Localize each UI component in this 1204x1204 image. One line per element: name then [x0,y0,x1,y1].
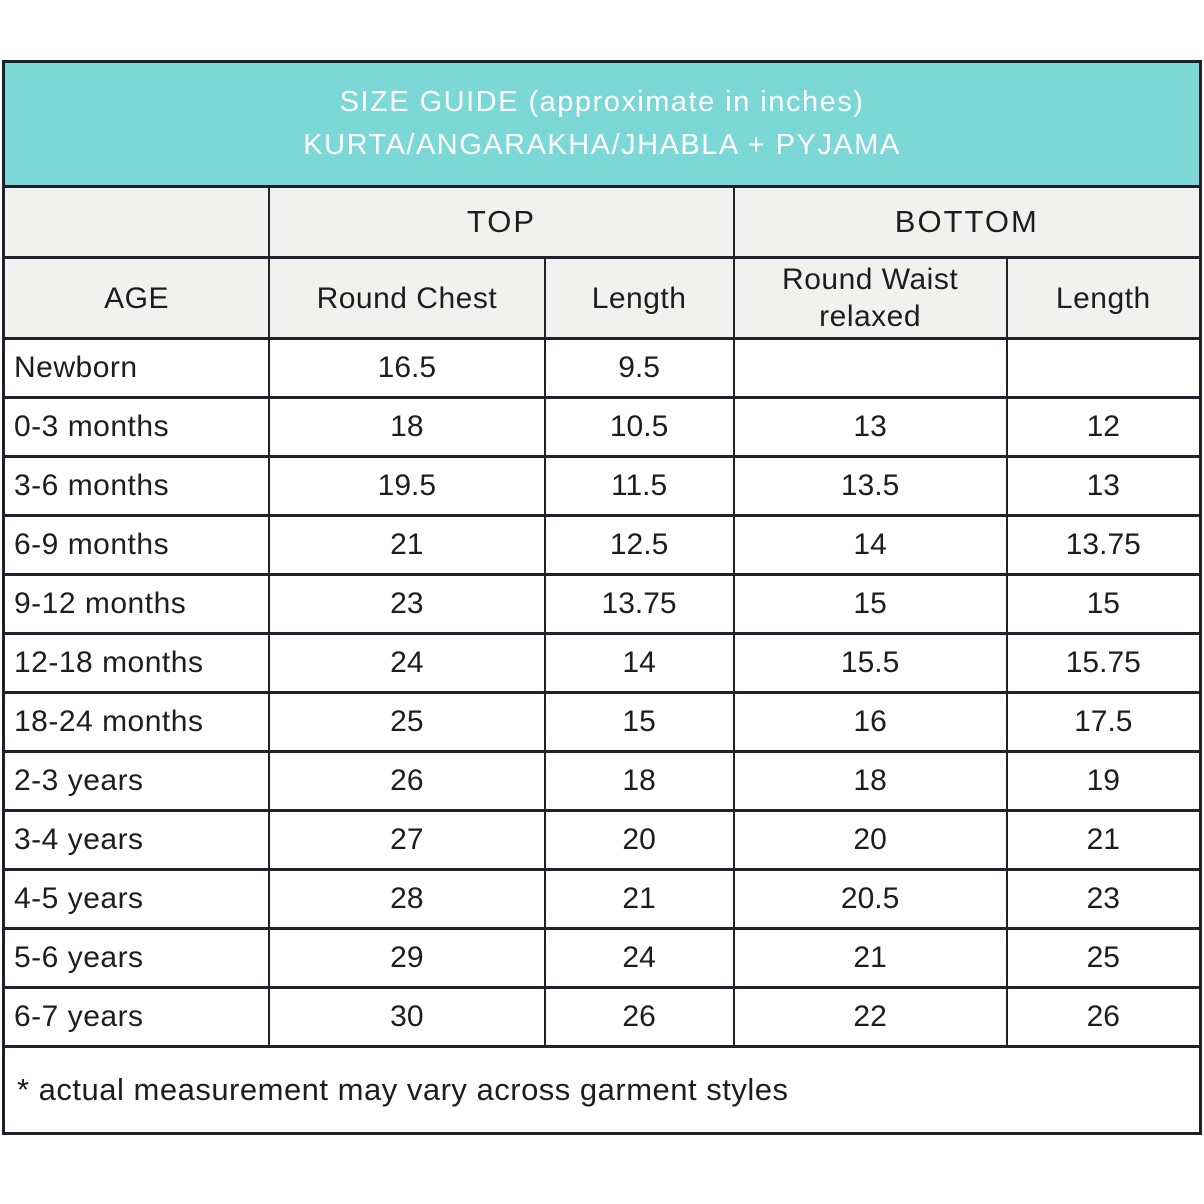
corner-empty-cell [2,185,271,259]
bottom-length-value: 15 [1005,573,1202,635]
table-row: 4-5 years 28 21 20.5 23 [2,868,1202,930]
round-waist-value: 16 [732,691,1008,753]
round-chest-value: 23 [268,573,546,635]
age-cell: 6-7 years [2,986,271,1048]
bottom-length-value: 17.5 [1005,691,1202,753]
round-chest-value: 28 [268,868,546,930]
footnote: * actual measurement may vary across gar… [2,1045,1202,1135]
top-length-value: 24 [543,927,735,989]
age-cell: 2-3 years [2,750,271,812]
table-row: Newborn 16.5 9.5 [2,337,1202,399]
bottom-length-value: 26 [1005,986,1202,1048]
col-header-round-waist-relaxed: Round Waist relaxed [732,256,1008,340]
bottom-length-value: 13.75 [1005,514,1202,576]
column-header-row: AGE Round Chest Length Round Waist relax… [2,256,1202,340]
round-chest-value: 19.5 [268,455,546,517]
round-waist-value: 14 [732,514,1008,576]
age-cell: 3-4 years [2,809,271,871]
age-cell: 18-24 months [2,691,271,753]
bottom-length-value: 25 [1005,927,1202,989]
age-cell: 12-18 months [2,632,271,694]
table-row: 2-3 years 26 18 18 19 [2,750,1202,812]
round-waist-value: 18 [732,750,1008,812]
size-table-body: Newborn 16.5 9.5 0-3 months 18 10.5 13 12 3-6 mo… [2,337,1202,1048]
title-row: SIZE GUIDE (approximate in inches) KURTA… [2,60,1202,188]
top-length-value: 18 [543,750,735,812]
top-length-value: 15 [543,691,735,753]
round-waist-value: 15 [732,573,1008,635]
bottom-length-value: 12 [1005,396,1202,458]
top-length-value: 9.5 [543,337,735,399]
round-waist-value: 20 [732,809,1008,871]
group-header-bottom: BOTTOM [732,185,1202,259]
round-chest-value: 30 [268,986,546,1048]
table-row: 3-6 months 19.5 11.5 13.5 13 [2,455,1202,517]
table-row: 12-18 months 24 14 15.5 15.75 [2,632,1202,694]
size-guide-title-banner: SIZE GUIDE (approximate in inches) KURTA… [2,60,1202,188]
size-guide-table: SIZE GUIDE (approximate in inches) KURTA… [2,60,1202,1135]
round-waist-value: 13 [732,396,1008,458]
bottom-length-value: 15.75 [1005,632,1202,694]
table-row: 3-4 years 27 20 20 21 [2,809,1202,871]
round-chest-value: 21 [268,514,546,576]
col-header-round-chest: Round Chest [268,256,546,340]
group-header-top: TOP [268,185,735,259]
round-waist-value: 20.5 [732,868,1008,930]
table-row: 0-3 months 18 10.5 13 12 [2,396,1202,458]
title-line-1: SIZE GUIDE (approximate in inches) [339,86,865,118]
round-chest-value: 25 [268,691,546,753]
table-row: 6-9 months 21 12.5 14 13.75 [2,514,1202,576]
bottom-length-value: 19 [1005,750,1202,812]
age-cell: 4-5 years [2,868,271,930]
bottom-length-value: 21 [1005,809,1202,871]
round-chest-value: 29 [268,927,546,989]
top-length-value: 13.75 [543,573,735,635]
col-header-age: AGE [2,256,271,340]
age-cell: 6-9 months [2,514,271,576]
round-chest-value: 16.5 [268,337,546,399]
age-cell: Newborn [2,337,271,399]
table-row: 18-24 months 25 15 16 17.5 [2,691,1202,753]
footnote-row: * actual measurement may vary across gar… [2,1045,1202,1135]
age-cell: 5-6 years [2,927,271,989]
round-waist-value [732,337,1008,399]
bottom-length-value [1005,337,1202,399]
top-length-value: 26 [543,986,735,1048]
table-row: 5-6 years 29 24 21 25 [2,927,1202,989]
round-waist-value: 15.5 [732,632,1008,694]
top-length-value: 14 [543,632,735,694]
round-waist-value: 13.5 [732,455,1008,517]
top-length-value: 21 [543,868,735,930]
table-row: 6-7 years 30 26 22 26 [2,986,1202,1048]
age-cell: 3-6 months [2,455,271,517]
top-length-value: 10.5 [543,396,735,458]
top-length-value: 11.5 [543,455,735,517]
round-waist-value: 22 [732,986,1008,1048]
round-chest-value: 26 [268,750,546,812]
round-waist-value: 21 [732,927,1008,989]
bottom-length-value: 23 [1005,868,1202,930]
top-length-value: 12.5 [543,514,735,576]
col-header-bottom-length: Length [1005,256,1202,340]
round-waist-relaxed-label: Round Waist relaxed [782,263,959,333]
round-chest-value: 24 [268,632,546,694]
title-line-2: KURTA/ANGARAKHA/JHABLA + PYJAMA [303,129,901,161]
table-row: 9-12 months 23 13.75 15 15 [2,573,1202,635]
age-cell: 9-12 months [2,573,271,635]
col-header-top-length: Length [543,256,735,340]
round-chest-value: 27 [268,809,546,871]
bottom-length-value: 13 [1005,455,1202,517]
top-length-value: 20 [543,809,735,871]
group-header-row: TOP BOTTOM [2,185,1202,259]
round-chest-value: 18 [268,396,546,458]
age-cell: 0-3 months [2,396,271,458]
